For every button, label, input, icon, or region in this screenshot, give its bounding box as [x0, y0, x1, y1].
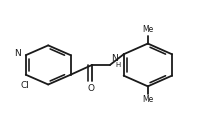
Text: N: N	[111, 54, 118, 63]
Text: H: H	[115, 62, 120, 68]
Text: Me: Me	[143, 25, 154, 34]
Text: O: O	[87, 84, 95, 93]
Text: Cl: Cl	[20, 82, 29, 90]
Text: N: N	[14, 50, 21, 58]
Text: Me: Me	[143, 96, 154, 104]
